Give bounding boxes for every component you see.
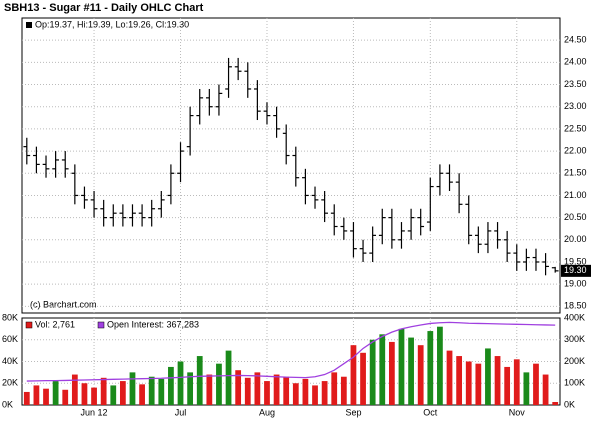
volume-bar [456,356,463,405]
volume-bar [129,372,136,405]
volume-bar [408,337,414,405]
y-tick-label: 21.00 [564,190,587,200]
volume-bar [302,378,309,405]
volume-bar [273,374,280,405]
y-tick-label: 20.00 [564,234,587,244]
x-tick-label: Nov [509,407,526,417]
last-price-box [561,264,591,277]
volume-bar [283,376,290,405]
volume-bar [235,370,242,405]
volume-bar [321,381,328,405]
volume-bar [360,352,366,405]
price-frame [21,17,561,314]
volume-bar [552,401,559,405]
x-tick-label: Sep [345,407,361,417]
y-tick-label: 80K [2,312,18,322]
x-tick-label: Jun 12 [81,407,108,417]
y2-tick-label: 0K [564,399,575,409]
legend-swatch [25,321,33,329]
volume-bar [225,350,232,405]
volume-bar [388,341,395,405]
volume-bar [43,388,49,405]
volume-bar [312,385,318,405]
volume-bar [485,348,491,405]
y2-tick-label: 400K [564,312,585,322]
volume-bar [504,366,511,405]
volume-bar [110,385,117,405]
y-tick-label: 0K [2,399,13,409]
volume-bar [33,385,40,405]
volume-bar [264,381,270,405]
volume-bar [187,372,194,405]
y-tick-label: 40K [2,356,18,366]
legend-label: Open Interest: 367,283 [107,319,199,329]
volume-bar [331,372,338,405]
volume-bar [148,376,155,405]
volume-bar [523,372,530,405]
volume-bar [91,387,97,405]
volume-bar [168,366,174,405]
legend-label: Vol: 2,761 [35,319,75,329]
y-tick-label: 20K [2,378,18,388]
volume-bar [244,377,251,405]
y2-tick-label: 100K [564,378,585,388]
legend-swatch [97,321,105,329]
volume-bar [446,350,453,405]
volume-bar [158,378,165,405]
volume-bar [542,374,549,405]
volume-bar [513,359,520,405]
volume-bar [427,331,434,405]
y2-tick-label: 200K [564,356,585,366]
y2-tick-label: 300K [564,334,585,344]
volume-bar [71,374,78,405]
volume-bar [23,391,30,405]
volume-bar [465,361,472,405]
volume-bar [216,363,222,405]
volume-bar [139,384,145,405]
volume-bar [62,389,69,405]
credit: (c) Barchart.com [30,299,97,309]
y-tick-label: 22.00 [564,145,587,155]
volume-bar [437,326,443,405]
volume-bar [119,381,126,405]
y-tick-label: 24.00 [564,57,587,67]
y-tick-label: 20.50 [564,212,587,222]
volume-bar [206,374,213,405]
volume-bar [196,356,203,405]
last-price-label: 19.30 [564,265,587,275]
volume-bar [475,363,482,405]
volume-bar [81,383,88,405]
volume-bar [177,361,184,405]
y-tick-label: 19.50 [564,256,587,266]
legend-swatch [26,22,32,28]
chart-title: SBH13 - Sugar #11 - Daily OHLC Chart [4,2,204,14]
y-tick-label: 60K [2,334,18,344]
volume-bar [369,339,376,405]
y-tick-label: 23.00 [564,101,587,111]
volume-bar [100,377,107,405]
open-interest-line [26,321,556,382]
y-tick-label: 19.00 [564,279,587,289]
volume-bar [340,376,347,405]
ohlc-legend: Op:19.37, Hi:19.39, Lo:19.26, Cl:19.30 [35,19,189,29]
volume-bar [292,383,299,405]
y-tick-label: 21.50 [564,168,587,178]
y-tick-label: 22.50 [564,123,587,133]
y-tick-label: 18.50 [564,301,587,311]
y-tick-label: 23.50 [564,79,587,89]
volume-bar [533,363,539,405]
volume-bar [350,345,357,405]
y-tick-label: 24.50 [564,35,587,45]
volume-bar [417,345,424,405]
volume-bar [254,372,261,405]
x-tick-label: Oct [423,407,438,417]
x-tick-label: Aug [259,407,275,417]
volume-bar [398,328,405,405]
volume-bar [379,334,386,405]
volume-bar [494,356,501,405]
x-tick-label: Jul [175,407,187,417]
volume-bar [52,381,59,405]
